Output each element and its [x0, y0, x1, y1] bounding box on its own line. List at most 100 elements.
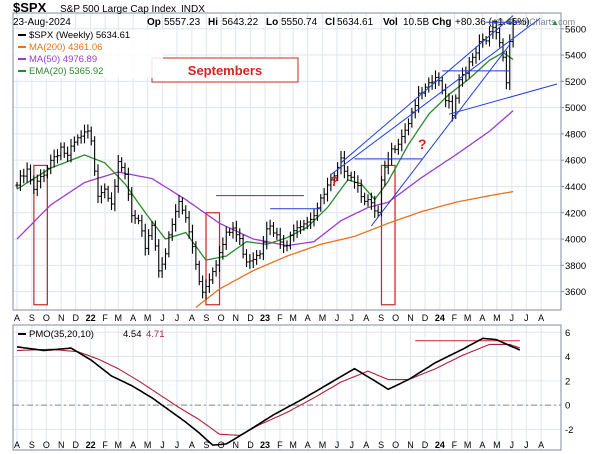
price-y-tick-label: 4800: [565, 129, 586, 140]
price-y-tick-label: 5200: [565, 77, 586, 88]
pmo-x-tick-label: S: [378, 440, 384, 450]
price-x-tick-label: D: [72, 313, 79, 323]
pmo-x-tick-label: M: [115, 440, 123, 450]
price-x-tick-label: J: [510, 313, 515, 323]
pmo-x-tick-label: O: [218, 440, 225, 450]
hi-label: Hi: [208, 17, 218, 28]
price-x-tick-label: O: [43, 313, 50, 323]
pmo-y-tick-label: 4: [565, 352, 570, 363]
price-x-tick-label: N: [58, 313, 65, 323]
price-x-tick-label: 24: [435, 313, 445, 323]
price-x-tick-label: S: [29, 313, 35, 323]
pmo-x-tick-label: A: [189, 440, 195, 450]
pmo-x-tick-label: N: [58, 440, 65, 450]
ma200-legend: MA(200) 4361.06: [29, 42, 102, 53]
price-x-tick-label: M: [319, 313, 327, 323]
pmo-x-tick-label: F: [452, 440, 458, 450]
lo-label: Lo: [266, 17, 278, 28]
pmo-x-tick-label: M: [464, 440, 472, 450]
lo-value: 5550.74: [281, 17, 318, 28]
price-legend: $SPX (Weekly) 5634.61: [29, 30, 130, 41]
trendline: [448, 83, 558, 115]
pmo-x-tick-label: O: [392, 440, 399, 450]
exchange: INDX: [181, 4, 205, 15]
price-x-tick-label: 23: [260, 313, 270, 323]
price-x-tick-label: J: [175, 313, 180, 323]
pmo-x-tick-label: D: [72, 440, 79, 450]
price-y-tick-label: 4000: [565, 235, 586, 246]
vol-value: 10.5B: [403, 17, 429, 28]
price-y-tick-label: 3600: [565, 287, 586, 298]
pmo-legend-label: PMO(35,20,10): [29, 329, 94, 340]
price-x-tick-label: M: [144, 313, 152, 323]
pmo-x-tick-label: A: [538, 440, 544, 450]
pmo-x-tick-label: M: [144, 440, 152, 450]
price-x-tick-label: M: [464, 313, 472, 323]
price-x-tick-label: N: [232, 313, 239, 323]
price-panel-frame: [12, 12, 562, 311]
pmo-x-tick-label: A: [363, 440, 369, 450]
ma50-legend: MA(50) 4976.89: [29, 54, 97, 65]
price-x-tick-label: A: [130, 313, 136, 323]
trendline: [370, 44, 511, 227]
pmo-x-tick-label: M: [493, 440, 501, 450]
pmo-signal-line: [16, 343, 521, 436]
question-mark-2: ?: [418, 136, 427, 152]
pmo-x-tick-label: 24: [435, 440, 445, 450]
price-y-tick-label: 3800: [565, 261, 586, 272]
pmo-x-tick-label: A: [305, 440, 311, 450]
pmo-x-tick-label: J: [335, 440, 340, 450]
price-y-tick-label: 4600: [565, 156, 586, 167]
pmo-panel-frame: [12, 324, 562, 451]
chg-label: Chg: [432, 17, 451, 28]
pmo-x-tick-label: O: [43, 440, 50, 450]
september-highlight-box: [33, 164, 48, 306]
cl-label: Cl: [325, 17, 335, 28]
pmo-x-tick-label: F: [102, 440, 108, 450]
ma200-line: [195, 190, 514, 308]
op-label: Op: [147, 17, 161, 28]
cl-value: 5634.61: [337, 17, 374, 28]
price-x-tick-label: A: [479, 313, 485, 323]
pmo-y-tick-label: 6: [565, 328, 570, 339]
symbol-description: S&P 500 Large Cap Index: [60, 4, 176, 15]
pmo-x-tick-label: A: [130, 440, 136, 450]
pmo-y-tick-label: 0: [565, 401, 570, 412]
price-x-tick-label: A: [363, 313, 369, 323]
pmo-x-tick-label: J: [510, 440, 515, 450]
ema20-legend: EMA(20) 5365.92: [29, 66, 103, 77]
ma200-legend-swatch: [18, 46, 26, 48]
pmo-line: [16, 337, 521, 446]
price-y-tick-label: 5600: [565, 24, 586, 35]
price-x-tick-label: J: [350, 313, 355, 323]
pmo-legend-value2: 4.71: [146, 329, 165, 340]
price-x-tick-label: A: [538, 313, 544, 323]
chart-date: 23-Aug-2024: [13, 17, 71, 28]
question-mark-1: ?: [330, 173, 339, 189]
pmo-x-tick-label: J: [350, 440, 355, 450]
septembers-label: Septembers: [188, 63, 262, 78]
pmo-grid: [13, 325, 561, 450]
ema20-legend-swatch: [18, 70, 26, 72]
pmo-legend-swatch: [18, 333, 26, 335]
price-x-tick-label: F: [277, 313, 283, 323]
septembers-box: [151, 57, 299, 83]
price-x-tick-label: O: [218, 313, 225, 323]
pmo-x-tick-label: J: [175, 440, 180, 450]
price-x-tick-label: M: [493, 313, 501, 323]
pmo-y-tick-label: 2: [565, 376, 570, 387]
price-x-tick-label: A: [14, 313, 20, 323]
price-y-tick-label: 4200: [565, 208, 586, 219]
pmo-x-tick-label: S: [203, 440, 209, 450]
pmo-x-tick-label: J: [160, 440, 165, 450]
ma50-line: [16, 110, 514, 247]
pmo-x-tick-label: J: [524, 440, 529, 450]
price-x-tick-label: 22: [86, 313, 96, 323]
pmo-x-tick-label: A: [14, 440, 20, 450]
price-x-tick-label: A: [305, 313, 311, 323]
price-x-tick-label: A: [189, 313, 195, 323]
price-x-tick-label: S: [378, 313, 384, 323]
price-x-tick-label: S: [203, 313, 209, 323]
chg-up-arrow-icon: ▲: [551, 18, 559, 27]
pmo-x-tick-label: D: [247, 440, 254, 450]
